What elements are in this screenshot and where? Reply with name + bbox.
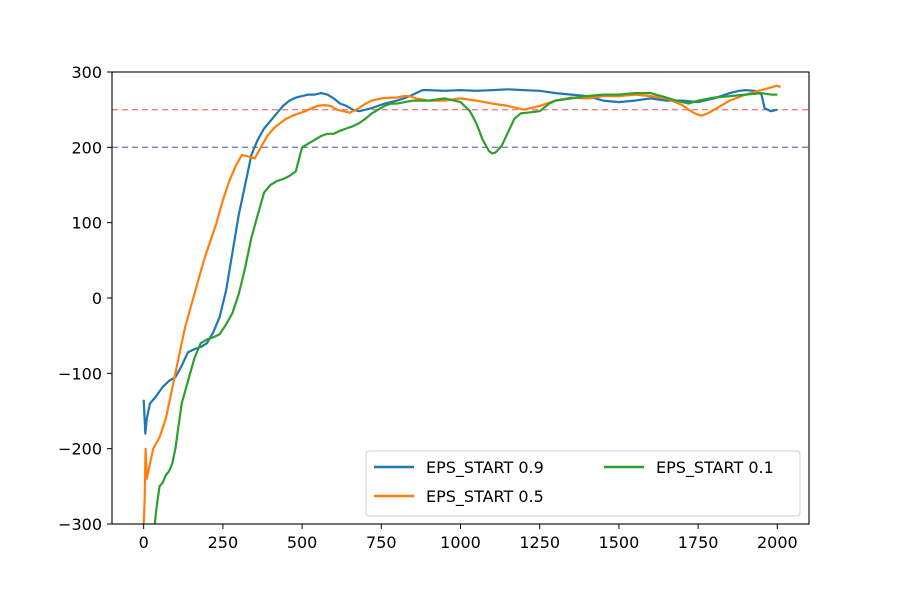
x-tick-label: 750 — [366, 533, 397, 552]
legend: EPS_START 0.9 EPS_START 0.5 EPS_START 0.… — [365, 450, 801, 517]
y-tick-label: −300 — [58, 515, 102, 534]
y-tick-label: 0 — [92, 289, 102, 308]
x-tick-label: 0 — [139, 533, 149, 552]
y-tick-label: 100 — [71, 214, 102, 233]
y-tick-label: −200 — [58, 440, 102, 459]
series-line-1 — [142, 88, 778, 435]
series-line-3 — [153, 91, 778, 524]
legend-box — [365, 450, 801, 517]
x-tick-label: 2000 — [757, 533, 798, 552]
y-axis-ticks: −300 −200 −100 0 100 200 300 — [58, 63, 112, 534]
legend-label-eps-0.1: EPS_START 0.1 — [656, 458, 774, 478]
legend-label-eps-0.9: EPS_START 0.9 — [426, 458, 544, 478]
legend-label-eps-0.5: EPS_START 0.5 — [426, 487, 544, 507]
series-line-2 — [142, 84, 781, 524]
y-tick-label: 300 — [71, 63, 102, 82]
x-tick-label: 1750 — [678, 533, 719, 552]
x-tick-label: 1000 — [440, 533, 481, 552]
x-tick-label: 250 — [208, 533, 239, 552]
x-tick-label: 1500 — [599, 533, 640, 552]
series-lines — [142, 84, 781, 524]
x-tick-label: 500 — [287, 533, 318, 552]
x-tick-label: 1250 — [519, 533, 560, 552]
y-tick-label: −100 — [58, 364, 102, 383]
y-tick-label: 200 — [71, 138, 102, 157]
x-axis-ticks: 0 250 500 750 1000 1250 1500 1750 2000 — [139, 524, 798, 552]
reference-lines — [112, 108, 809, 149]
